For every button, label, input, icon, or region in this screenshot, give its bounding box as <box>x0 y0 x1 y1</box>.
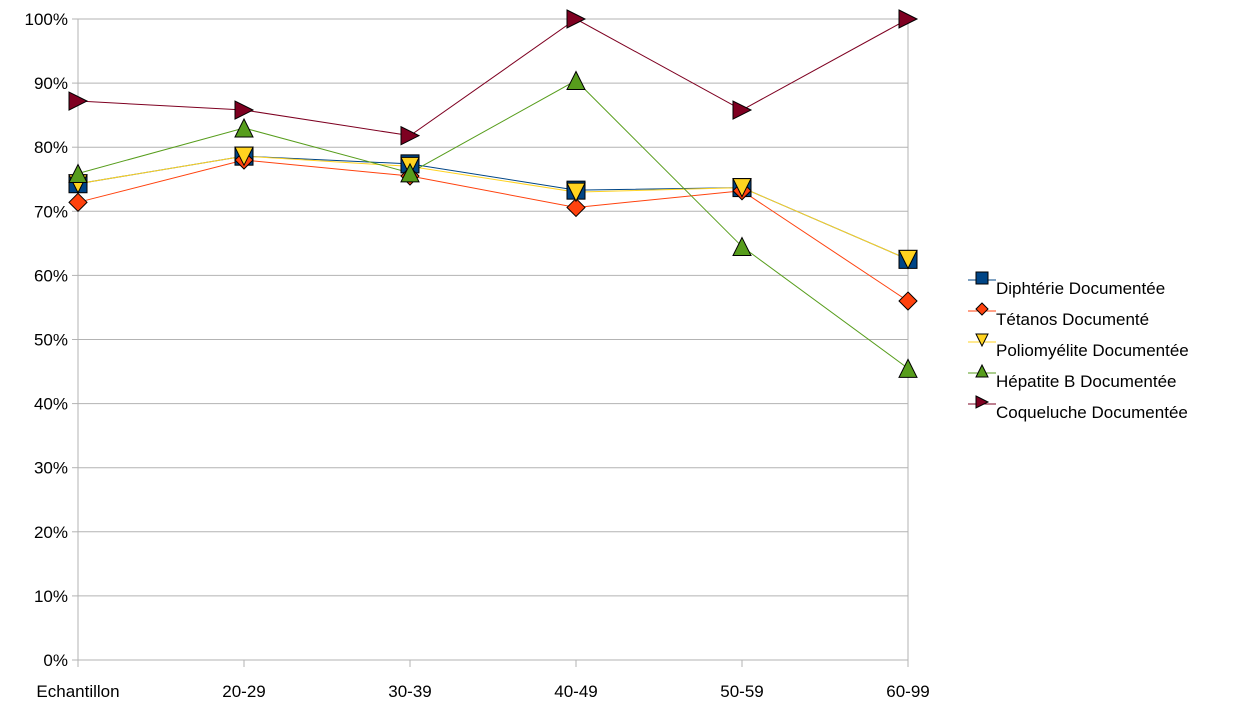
legend-label-1: Diphtérie Documentée <box>996 279 1165 298</box>
y-tick-label: 50% <box>34 331 68 350</box>
y-tick-label: 90% <box>34 74 68 93</box>
y-axis-tick-labels: 0% 10% 20% 30% 40% 50% 60% 70% 80% 90% 100% <box>25 10 68 670</box>
data-point-2-6 <box>898 291 918 311</box>
gridlines <box>72 18 909 667</box>
x-tick-label: 40-49 <box>554 682 597 701</box>
y-tick-label: 70% <box>34 202 68 221</box>
data-point-2-1 <box>68 192 88 213</box>
legend-marker-5 <box>975 395 990 409</box>
y-tick-label: 80% <box>34 138 68 157</box>
x-tick-label: 30-39 <box>388 682 431 701</box>
data-point-5-6 <box>898 9 919 29</box>
data-point-3-5 <box>732 178 752 198</box>
data-point-4-6 <box>898 358 918 378</box>
y-tick-label: 60% <box>34 266 68 285</box>
data-point-5-5 <box>732 100 753 120</box>
data-point-3-6 <box>898 249 918 270</box>
data-point-4-3 <box>400 162 420 183</box>
legend-marker-2 <box>975 302 989 316</box>
legend-label-3: Poliomyélite Documentée <box>996 341 1189 360</box>
data-point-4-2 <box>234 117 254 138</box>
data-point-3-2 <box>234 146 254 167</box>
series-line-5 <box>77 18 909 137</box>
data-point-5-2 <box>234 100 255 120</box>
data-point-5-4 <box>566 9 587 29</box>
series-markers <box>68 9 919 378</box>
y-tick-label: 10% <box>34 587 68 606</box>
data-point-5-1 <box>68 91 89 111</box>
legend-marker-4 <box>975 363 989 378</box>
legend-marker-1 <box>975 271 989 285</box>
data-point-5-3 <box>400 125 421 146</box>
series-line-3 <box>77 155 909 260</box>
legend: Diphtérie Documentée Tétanos Documenté Pol… <box>968 271 1189 422</box>
legend-label-5: Coqueluche Documentée <box>996 403 1188 422</box>
x-axis-tick-labels: Echantillon 20-29 30-39 40-49 50-59 60-99 <box>36 682 929 701</box>
y-tick-label: 20% <box>34 523 68 542</box>
x-tick-label: 20-29 <box>222 682 265 701</box>
y-tick-label: 0% <box>43 651 68 670</box>
series-lines <box>77 18 909 369</box>
data-point-4-5 <box>732 236 752 257</box>
legend-label-2: Tétanos Documenté <box>996 310 1149 329</box>
series-line-1 <box>77 155 909 260</box>
data-point-2-4 <box>566 197 586 218</box>
data-point-4-4 <box>566 70 586 91</box>
data-point-4-1 <box>68 163 88 183</box>
series-line-2 <box>77 159 909 302</box>
y-tick-label: 100% <box>25 10 68 29</box>
legend-label-4: Hépatite B Documentée <box>996 372 1177 391</box>
x-tick-label: 50-59 <box>720 682 763 701</box>
data-point-3-4 <box>566 182 586 203</box>
y-tick-label: 40% <box>34 395 68 414</box>
x-tick-label: Echantillon <box>36 682 119 701</box>
x-tick-label: 60-99 <box>886 682 929 701</box>
legend-marker-3 <box>975 333 989 348</box>
series-line-4 <box>77 79 909 369</box>
y-tick-label: 30% <box>34 459 68 478</box>
